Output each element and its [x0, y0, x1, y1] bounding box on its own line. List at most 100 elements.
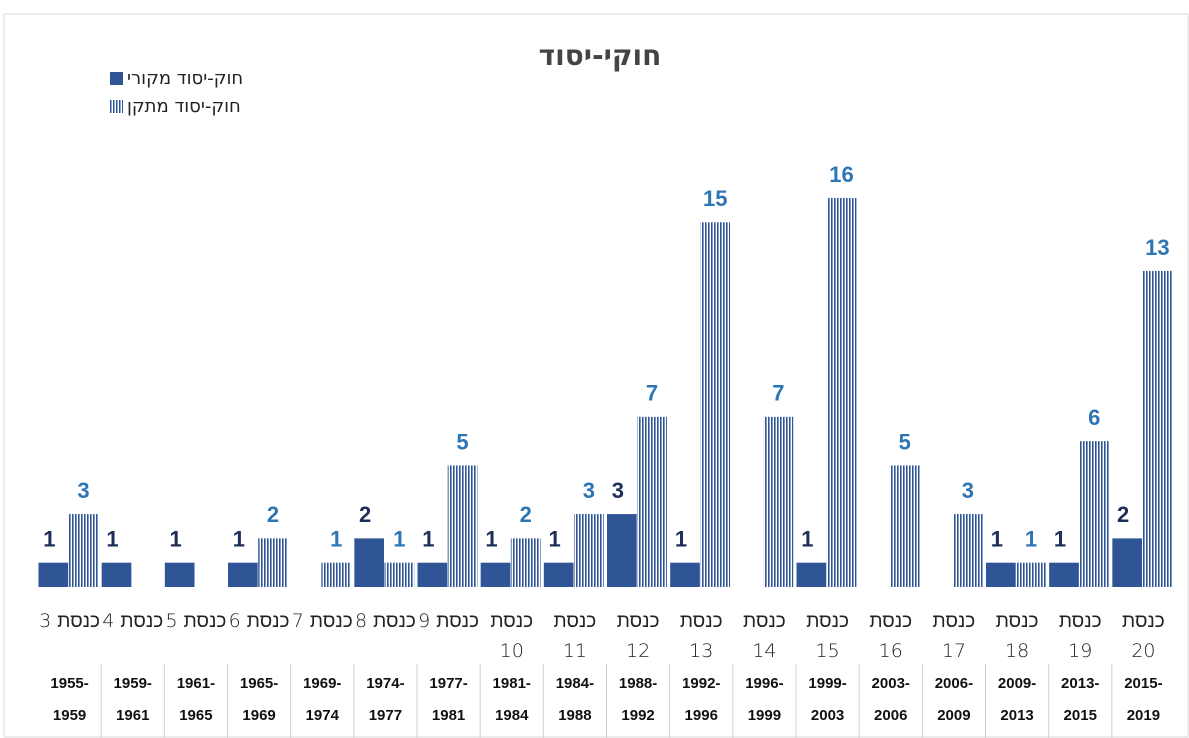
period-label: 2015-2019: [1124, 675, 1163, 724]
bar: [164, 562, 195, 587]
bar: [384, 562, 415, 587]
x-tick-label: כנסת 18: [995, 610, 1039, 662]
legend-item: חוק-יסוד מתקן: [110, 96, 241, 117]
x-tick-label: כנסת 7: [291, 610, 353, 632]
bar: [68, 514, 99, 587]
x-tick-label: כנסת 17: [932, 610, 976, 662]
bar: [574, 514, 604, 587]
chart-title: חוקי-יסוד: [539, 39, 662, 72]
bar: [38, 562, 69, 587]
bar: [670, 562, 700, 587]
x-tick-label: כנסת 4: [102, 610, 164, 632]
bar: [480, 562, 511, 587]
bar: [1112, 538, 1143, 587]
x-tick-label: כנסת 11: [553, 610, 597, 662]
period-label: 1999-2003: [808, 675, 847, 724]
period-label: 1961-1965: [176, 675, 216, 724]
bar: [1142, 270, 1173, 587]
period-label: 1974-1977: [366, 675, 405, 724]
period-label: 1955-1959: [50, 675, 89, 724]
period-label: 1996-1999: [745, 675, 784, 724]
data-label: 1: [549, 527, 561, 552]
period-label: 1981-1984: [492, 675, 531, 724]
period-label: 2003-2006: [871, 675, 910, 724]
bar: [417, 562, 448, 587]
data-label: 5: [456, 429, 468, 454]
x-tick-label: כנסת 5: [165, 610, 227, 632]
bar: [510, 538, 541, 587]
x-tick-label: כנסת 8: [354, 610, 416, 632]
period-label: 1988-1992: [618, 675, 658, 724]
data-label: 7: [772, 381, 784, 406]
bar: [258, 538, 288, 587]
bar: [1016, 562, 1046, 587]
legend-label: חוק-יסוד מתקן: [127, 96, 241, 117]
legend-item: חוק-יסוד מקורי: [110, 68, 243, 89]
data-label: 1: [330, 527, 342, 552]
bar: [796, 562, 827, 587]
bar: [447, 465, 478, 587]
x-tick-label: כנסת 15: [806, 610, 849, 662]
data-label: 5: [899, 429, 911, 454]
data-label: 1: [43, 527, 55, 552]
data-label: 2: [359, 502, 371, 527]
bar: [607, 514, 637, 587]
period-label: 1965-1969: [239, 675, 279, 724]
period-label: 1977-1981: [429, 675, 468, 724]
x-tick-label: כנסת 9: [418, 610, 480, 632]
bar: [228, 562, 258, 587]
bar: [1079, 441, 1110, 587]
data-label: 1: [106, 527, 118, 552]
data-label: 3: [583, 478, 595, 503]
bar: [354, 538, 385, 587]
x-tick-label: כנסת 12: [616, 610, 660, 662]
x-tick-label: כנסת 10: [490, 610, 534, 662]
bar: [543, 562, 574, 587]
data-label: 16: [829, 162, 853, 187]
data-label: 1: [675, 527, 687, 552]
x-tick-label: כנסת 16: [869, 610, 913, 662]
x-tick-label: כנסת 3: [39, 610, 101, 632]
data-label: 1: [233, 527, 245, 552]
period-label: 2006-2009: [934, 675, 974, 724]
data-label: 1: [422, 527, 434, 552]
bar: [700, 222, 731, 587]
x-tick-label: כנסת 19: [1058, 610, 1102, 662]
period-label: 2013-2015: [1061, 675, 1100, 724]
data-label: 7: [646, 381, 658, 406]
data-label: 3: [77, 478, 89, 503]
bar: [953, 514, 983, 587]
data-label: 15: [703, 186, 727, 211]
data-label: 1: [1025, 527, 1037, 552]
data-label: 6: [1088, 405, 1100, 430]
data-label: 3: [962, 478, 974, 503]
bar: [637, 416, 667, 587]
bar: [986, 562, 1016, 587]
bar: [826, 198, 857, 587]
x-tick-label: כנסת 6: [228, 610, 290, 632]
bar: [101, 562, 132, 587]
period-label: 1959-1961: [113, 675, 152, 724]
x-tick-label: כנסת 13: [679, 610, 723, 662]
period-label: 1984-1988: [555, 675, 595, 724]
legend-swatch: [110, 72, 123, 85]
bar: [763, 416, 794, 587]
data-label: 2: [1117, 502, 1129, 527]
x-tick-label: כנסת 14: [743, 610, 786, 662]
data-label: 13: [1145, 235, 1169, 260]
legend-swatch: [110, 100, 123, 113]
data-label: 3: [612, 478, 624, 503]
data-label: 2: [520, 502, 532, 527]
period-label: 1992-1996: [682, 675, 721, 724]
data-label: 1: [1054, 527, 1066, 552]
legend-label: חוק-יסוד מקורי: [127, 68, 244, 89]
data-label: 1: [393, 527, 405, 552]
data-label: 1: [801, 527, 813, 552]
bar: [1049, 562, 1079, 587]
period-label: 2009-2013: [997, 675, 1037, 724]
bar: [889, 465, 920, 587]
data-label: 2: [267, 502, 279, 527]
bar: [321, 562, 352, 587]
